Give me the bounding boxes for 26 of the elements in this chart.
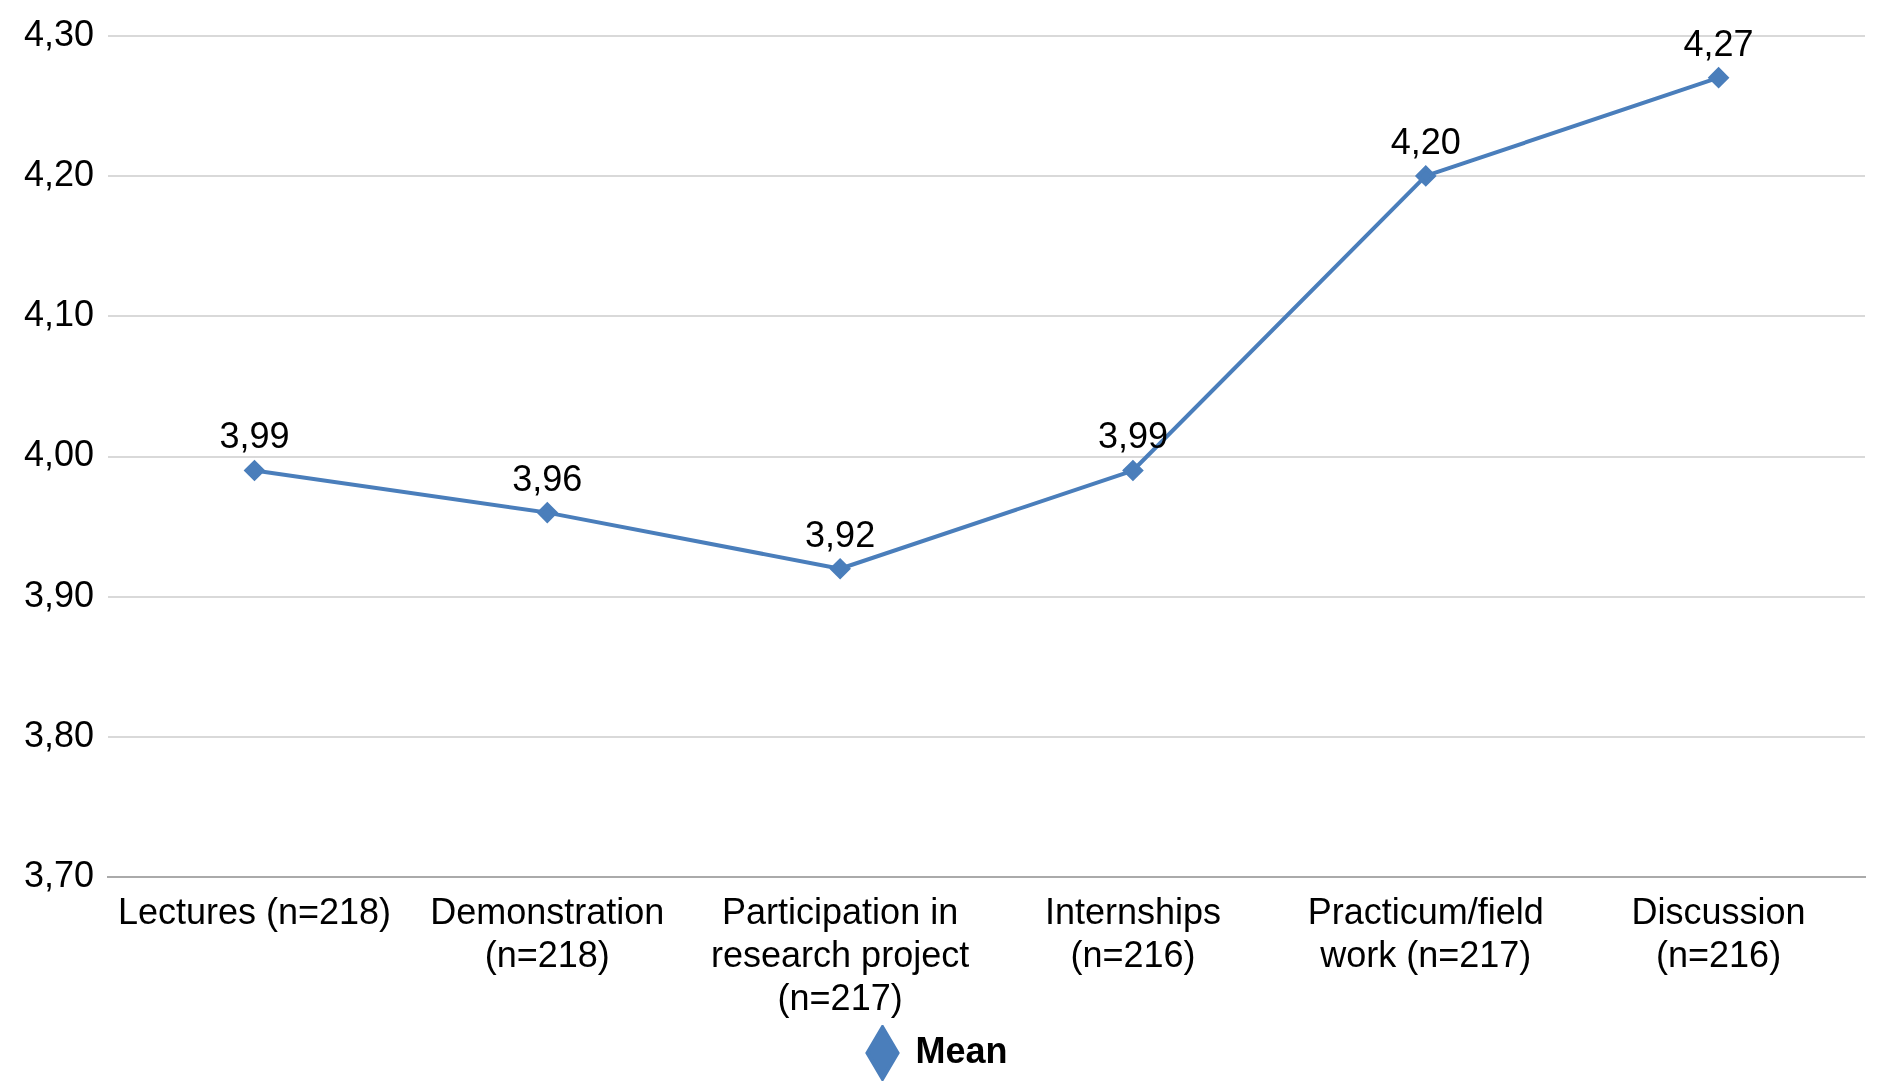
y-tick-label: 4,10 xyxy=(23,293,95,335)
x-tick-label: Discussion (n=216) xyxy=(1631,890,1806,976)
point xyxy=(1708,67,1729,88)
y-tick-label: 3,70 xyxy=(23,854,95,896)
point xyxy=(830,558,851,579)
point xyxy=(537,502,558,523)
x-tick-label: Lectures (n=218) xyxy=(117,890,392,932)
point xyxy=(244,460,265,481)
point xyxy=(1415,165,1436,186)
y-tick-label: 4,20 xyxy=(23,152,95,194)
y-tick-label: 3,90 xyxy=(23,573,95,615)
data-label: 3,99 xyxy=(1097,415,1168,457)
point xyxy=(1122,460,1143,481)
x-tick-label: Internships (n=216) xyxy=(1044,890,1221,976)
legend-label: Mean xyxy=(915,1029,1008,1071)
data-label: 3,92 xyxy=(805,513,876,555)
x-tick-label: Demonstration (n=218) xyxy=(430,890,665,976)
x-tick-label: Practicum/field work (n=217) xyxy=(1307,890,1544,976)
y-tick-label: 3,80 xyxy=(23,714,95,756)
data-label: 3,99 xyxy=(219,415,290,457)
data-label: 4,20 xyxy=(1390,120,1461,162)
y-tick-label: 4,00 xyxy=(23,433,95,475)
x-tick-label: Participation in research project (n=217) xyxy=(711,890,970,1019)
data-label: 3,96 xyxy=(512,457,583,499)
y-tick-label: 4,30 xyxy=(23,12,95,54)
data-label: 4,27 xyxy=(1683,22,1754,64)
